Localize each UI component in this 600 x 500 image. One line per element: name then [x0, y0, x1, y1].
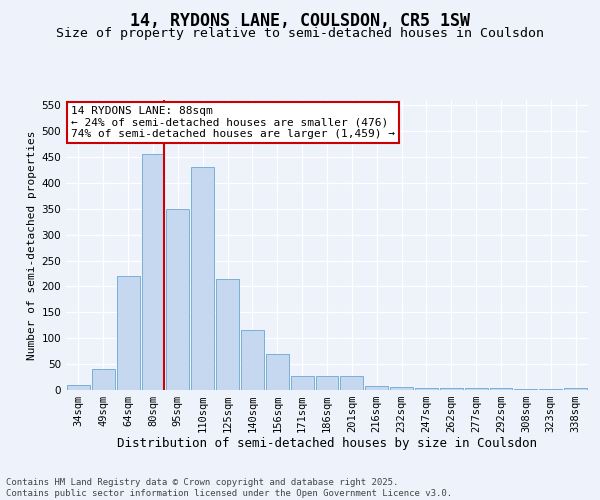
Bar: [390, 388, 413, 390]
Bar: [514, 389, 537, 390]
Bar: [117, 276, 140, 390]
Text: 14, RYDONS LANE, COULSDON, CR5 1SW: 14, RYDONS LANE, COULSDON, CR5 1SW: [130, 12, 470, 30]
Bar: [191, 168, 214, 390]
Bar: [440, 388, 463, 390]
Bar: [365, 386, 388, 390]
Bar: [266, 354, 289, 390]
Bar: [216, 278, 239, 390]
Bar: [142, 154, 164, 390]
Text: Size of property relative to semi-detached houses in Coulsdon: Size of property relative to semi-detach…: [56, 28, 544, 40]
Bar: [340, 376, 363, 390]
Bar: [490, 388, 512, 390]
X-axis label: Distribution of semi-detached houses by size in Coulsdon: Distribution of semi-detached houses by …: [117, 436, 537, 450]
Y-axis label: Number of semi-detached properties: Number of semi-detached properties: [27, 130, 37, 360]
Bar: [92, 370, 115, 390]
Bar: [539, 389, 562, 390]
Bar: [166, 209, 189, 390]
Bar: [67, 385, 90, 390]
Text: Contains HM Land Registry data © Crown copyright and database right 2025.
Contai: Contains HM Land Registry data © Crown c…: [6, 478, 452, 498]
Bar: [564, 388, 587, 390]
Bar: [241, 330, 264, 390]
Bar: [316, 376, 338, 390]
Text: 14 RYDONS LANE: 88sqm
← 24% of semi-detached houses are smaller (476)
74% of sem: 14 RYDONS LANE: 88sqm ← 24% of semi-deta…: [71, 106, 395, 139]
Bar: [415, 388, 438, 390]
Bar: [291, 376, 314, 390]
Bar: [465, 388, 488, 390]
